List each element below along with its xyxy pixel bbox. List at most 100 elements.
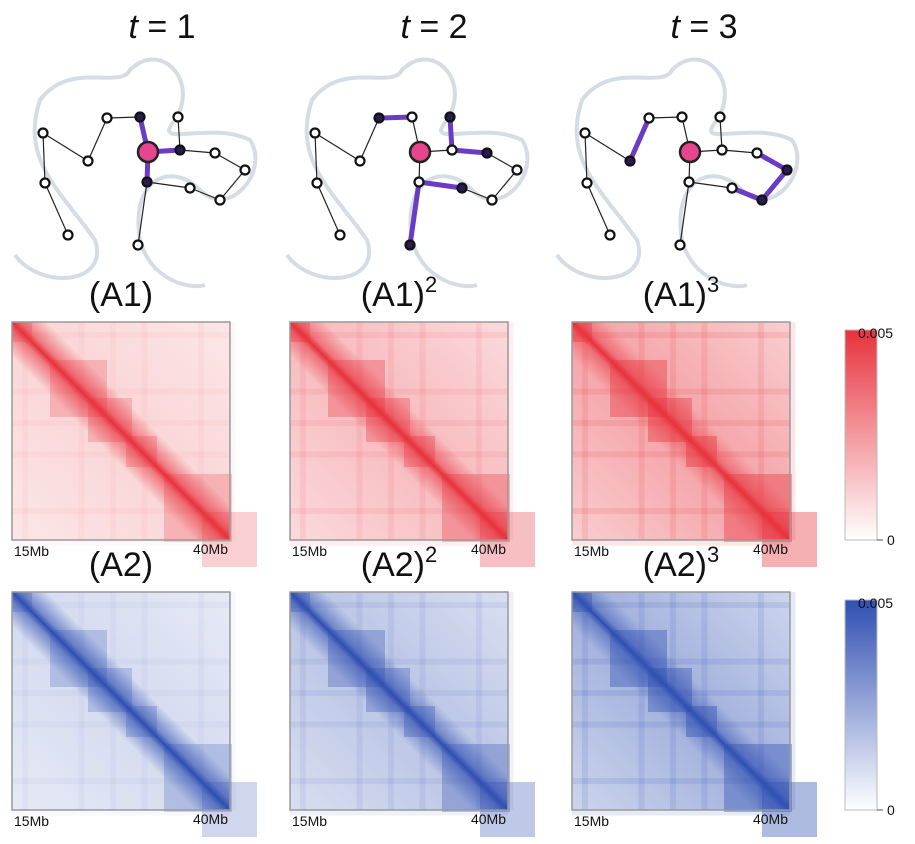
page: {"panels": [ {"time_var": "t", "time_eq"… bbox=[0, 0, 915, 844]
chromatin-fiber bbox=[15, 60, 255, 287]
node bbox=[336, 231, 345, 240]
node bbox=[143, 178, 152, 187]
hub-node bbox=[410, 142, 430, 162]
node bbox=[41, 179, 50, 188]
axis-end-label: 40Mb bbox=[471, 811, 506, 827]
edge bbox=[315, 133, 360, 161]
heatmap bbox=[572, 322, 817, 567]
node bbox=[84, 157, 93, 166]
node bbox=[64, 231, 73, 240]
hub-node bbox=[680, 142, 700, 162]
edge bbox=[315, 133, 317, 183]
graph bbox=[287, 60, 527, 287]
time-label: t = 2 bbox=[400, 8, 467, 46]
colorbar-max: 0.005 bbox=[858, 595, 893, 611]
node bbox=[716, 113, 725, 122]
graph bbox=[15, 60, 255, 287]
node bbox=[758, 196, 767, 205]
axis-start-label: 15Mb bbox=[574, 813, 609, 829]
node bbox=[581, 129, 590, 138]
node bbox=[39, 129, 48, 138]
graph bbox=[557, 60, 797, 287]
diagonal bbox=[572, 322, 790, 540]
diagonal bbox=[12, 592, 230, 810]
matrix-name: (A2) bbox=[361, 546, 425, 584]
time-label: t = 3 bbox=[670, 8, 737, 46]
axis-start-label: 15Mb bbox=[292, 813, 327, 829]
node bbox=[103, 114, 112, 123]
node bbox=[176, 146, 185, 155]
matrix-name: (A1) bbox=[643, 276, 707, 314]
node bbox=[174, 113, 183, 122]
edge bbox=[585, 133, 630, 161]
node bbox=[216, 196, 225, 205]
node bbox=[313, 179, 322, 188]
chromatin-fiber bbox=[557, 60, 797, 287]
matrix-power: 3 bbox=[707, 542, 719, 567]
matrix-name: (A2) bbox=[89, 546, 153, 584]
node bbox=[415, 178, 424, 187]
heatmap bbox=[12, 592, 257, 837]
axis-end-label: 40Mb bbox=[471, 541, 506, 557]
node bbox=[406, 241, 415, 250]
active-edge bbox=[630, 118, 649, 161]
edge bbox=[88, 118, 107, 161]
matrix-name: (A1) bbox=[89, 276, 153, 314]
matrix-title: (A2)2 bbox=[361, 542, 437, 584]
node bbox=[606, 231, 615, 240]
matrix-title: (A2) bbox=[89, 546, 153, 584]
matrix-title: (A1)2 bbox=[361, 272, 437, 314]
diagonal bbox=[572, 592, 790, 810]
chromatin-fiber bbox=[287, 60, 527, 287]
node bbox=[645, 114, 654, 123]
time-variable: t bbox=[670, 8, 681, 46]
figure: t = 1t = 2t = 3(A1)15Mb40Mb(A1)215Mb40Mb… bbox=[0, 0, 915, 844]
time-label: t = 1 bbox=[128, 8, 195, 46]
heatmap bbox=[12, 322, 257, 567]
axis-start-label: 15Mb bbox=[292, 543, 327, 559]
time-equation: = 3 bbox=[689, 8, 737, 46]
node bbox=[753, 149, 762, 158]
matrix-title: (A1)3 bbox=[643, 272, 719, 314]
axis-start-label: 15Mb bbox=[574, 543, 609, 559]
matrix-power: 2 bbox=[425, 542, 437, 567]
node bbox=[356, 157, 365, 166]
node bbox=[446, 113, 455, 122]
time-variable: t bbox=[400, 8, 411, 46]
matrix-power: 3 bbox=[707, 272, 719, 297]
node bbox=[241, 166, 250, 175]
axis-end-label: 40Mb bbox=[753, 811, 788, 827]
heatmap bbox=[290, 322, 535, 567]
node bbox=[626, 157, 635, 166]
matrix-title: (A2)3 bbox=[643, 542, 719, 584]
node bbox=[583, 179, 592, 188]
node bbox=[448, 146, 457, 155]
time-variable: t bbox=[128, 8, 139, 46]
diagonal bbox=[290, 322, 508, 540]
node bbox=[134, 241, 143, 250]
edge bbox=[43, 133, 88, 161]
node bbox=[458, 184, 467, 193]
node bbox=[375, 114, 384, 123]
node bbox=[488, 196, 497, 205]
axis-end-label: 40Mb bbox=[193, 541, 228, 557]
node bbox=[408, 113, 417, 122]
axis-end-label: 40Mb bbox=[753, 541, 788, 557]
node bbox=[685, 178, 694, 187]
colorbar bbox=[845, 330, 877, 540]
diagonal bbox=[290, 592, 508, 810]
node bbox=[676, 241, 685, 250]
colorbar-max: 0.005 bbox=[858, 325, 893, 341]
active-edge bbox=[419, 182, 462, 188]
node bbox=[783, 166, 792, 175]
colorbar bbox=[845, 600, 877, 810]
heatmap bbox=[572, 592, 817, 837]
node bbox=[513, 166, 522, 175]
axis-start-label: 15Mb bbox=[14, 543, 49, 559]
node bbox=[483, 149, 492, 158]
axis-end-label: 40Mb bbox=[193, 811, 228, 827]
node bbox=[186, 184, 195, 193]
colorbar-min: 0 bbox=[887, 802, 895, 818]
node bbox=[728, 184, 737, 193]
diagonal bbox=[12, 322, 230, 540]
